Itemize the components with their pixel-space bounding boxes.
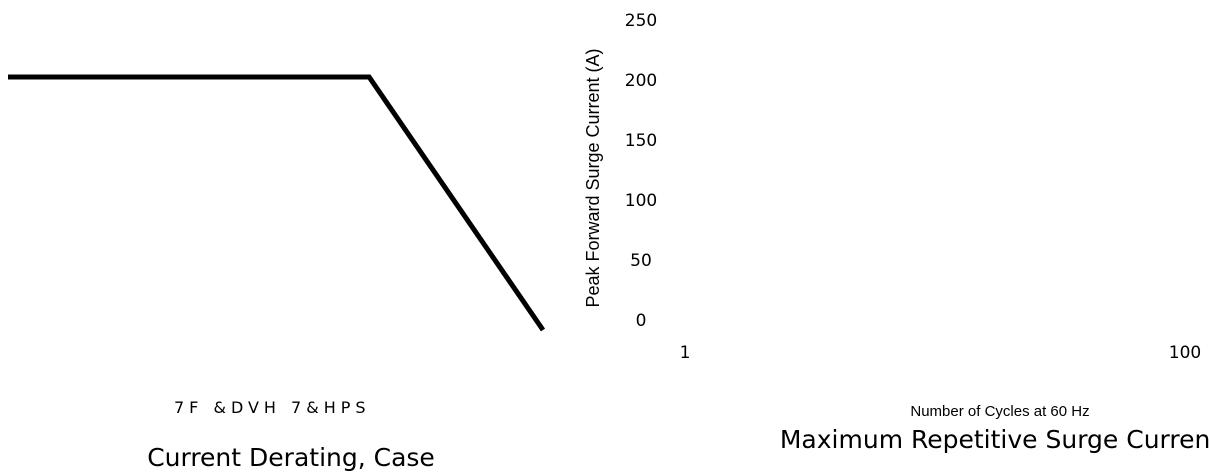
- derating-x-axis-label: 7F &DVH 7&HPS: [174, 398, 371, 417]
- surge-x-ticks: 1 100: [680, 343, 1202, 363]
- surge-title: Maximum Repetitive Surge Current: [780, 425, 1209, 454]
- surge-x-axis-label: Number of Cycles at 60 Hz: [910, 403, 1089, 420]
- surge-y-tick-label: 0: [636, 311, 647, 331]
- surge-y-tick-label: 100: [625, 191, 657, 211]
- derating-title: Current Derating, Case: [147, 443, 435, 472]
- surge-y-tick-label: 50: [630, 251, 652, 271]
- surge-chart: Peak Forward Surge Current (A) 0 50 100 150…: [583, 11, 1209, 454]
- derating-chart: 7F &DVH 7&HPS Current Derating, Case: [8, 74, 546, 472]
- surge-x-tick-label: 1: [680, 343, 691, 363]
- surge-y-axis-label: Peak Forward Surge Current (A): [583, 48, 603, 307]
- surge-x-tick-label: 100: [1169, 343, 1201, 363]
- derating-curve: [8, 74, 546, 332]
- surge-y-tick-label: 250: [625, 11, 657, 31]
- surge-y-tick-label: 200: [625, 71, 657, 91]
- surge-y-ticks: 0 50 100 150 200 250: [625, 11, 657, 331]
- surge-y-tick-label: 150: [625, 131, 657, 151]
